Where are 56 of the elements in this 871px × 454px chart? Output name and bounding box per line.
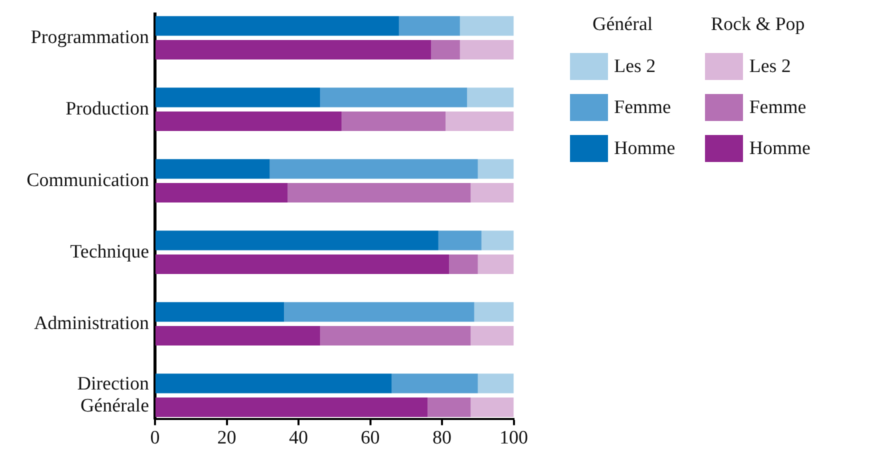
legend-label: Les 2 [614,56,656,78]
bar [392,374,478,394]
x-tick-label: 60 [360,428,380,449]
y-tick-label: Communication [26,170,150,191]
bar [288,182,471,203]
legend-label: Homme [614,138,676,160]
y-tick-label: Administration [34,312,150,334]
bar [474,302,514,322]
bar [156,374,392,394]
text: Rock & Pop [710,14,806,37]
bar [156,40,432,60]
y-tick-label: Production [66,98,150,120]
bar [342,111,446,132]
bar [478,374,514,394]
bar [478,159,514,179]
bar [320,326,471,346]
bar [156,159,270,179]
y-tick-label: Direction Générale [77,373,150,416]
legend-label: Femme [614,96,671,118]
y-tick-label: Technique [70,241,149,262]
legend-label: Femme [749,96,806,118]
bar [431,40,460,60]
bar [156,88,320,108]
x-tick-label: 80 [432,428,452,449]
bar [481,230,514,250]
bar [460,40,514,60]
legend-label: Homme [749,138,810,160]
bar [470,326,514,346]
bar [284,302,474,322]
bar [470,182,514,203]
bar [446,111,514,132]
bar [156,326,320,346]
y-tick-label: Programmation [30,26,150,48]
bar [428,398,471,418]
bar [460,16,514,36]
bar [156,398,428,418]
bar [398,16,460,36]
bar [478,254,514,274]
bar [467,88,514,108]
bar [156,302,284,322]
x-tick-label: 40 [289,428,308,449]
bar [270,159,478,179]
bar [470,398,514,418]
bar [320,88,468,108]
bar [156,182,288,203]
bar [438,230,482,250]
text: Général [592,14,654,37]
x-tick-label: 0 [150,428,160,449]
bar [156,111,342,132]
bar [156,230,438,250]
legend-label: Les 2 [749,56,791,78]
bar [156,254,450,274]
bar [156,16,399,36]
x-tick-label: 20 [217,428,236,449]
bar [449,254,478,274]
x-tick-label: 100 [500,428,528,449]
